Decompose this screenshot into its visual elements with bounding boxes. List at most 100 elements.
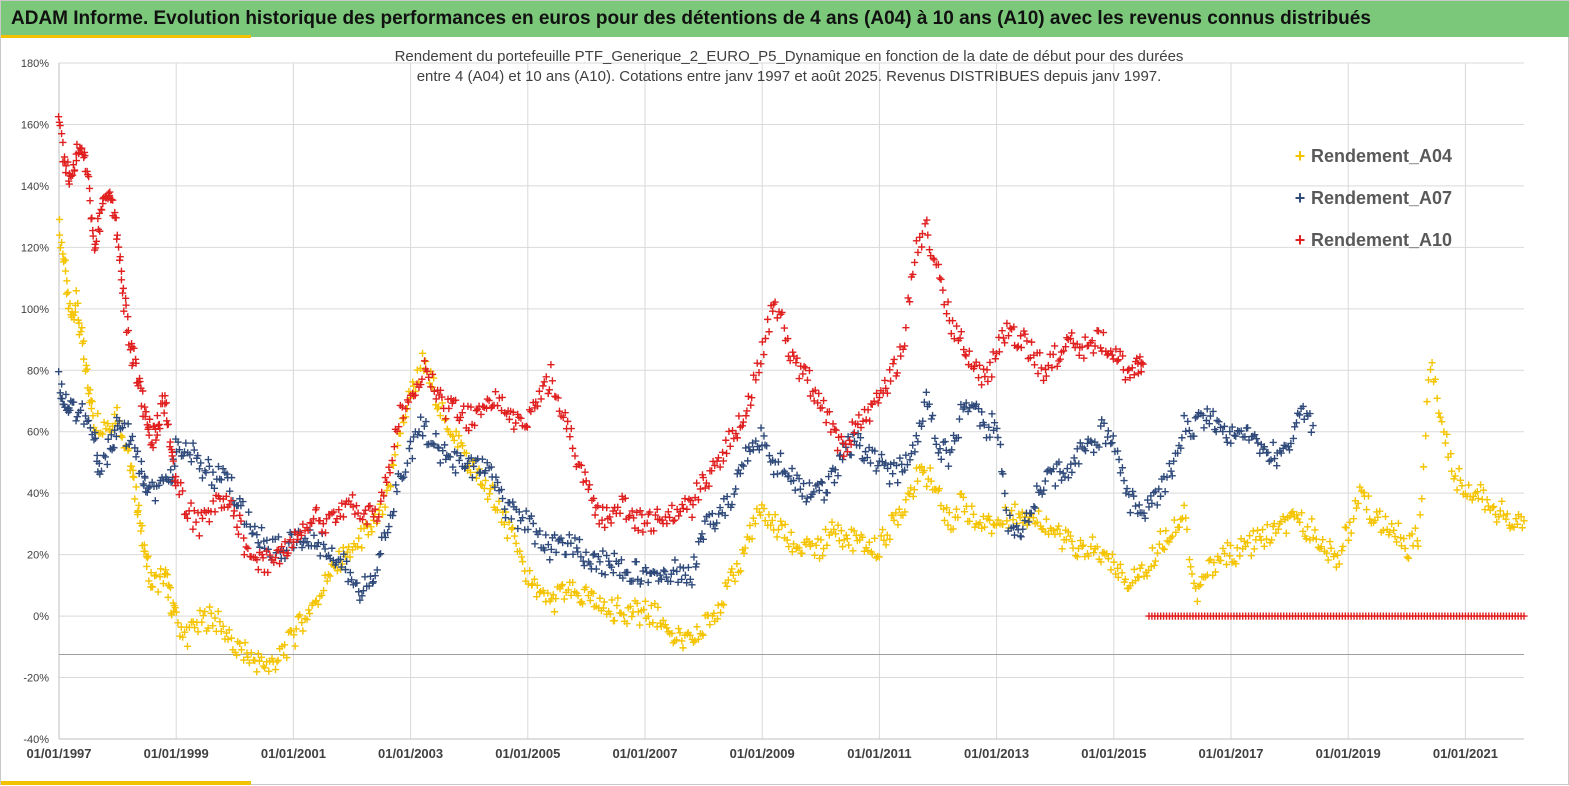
point-rendement_a07	[847, 451, 855, 459]
y-tick-label: 100%	[21, 304, 49, 316]
point-rendement_a07	[820, 496, 828, 504]
point-rendement_a07	[1125, 490, 1133, 499]
legend-label-a07: Rendement_A07	[1311, 187, 1453, 208]
point-rendement_a10	[934, 260, 942, 269]
point-rendement_a07	[999, 470, 1007, 478]
point-rendement_a10	[390, 443, 398, 451]
point-rendement_a04	[1502, 515, 1510, 523]
point-rendement_a07	[55, 368, 63, 376]
point-rendement_a10	[479, 402, 487, 410]
point-rendement_a10	[1034, 369, 1042, 378]
point-rendement_a04	[636, 621, 644, 629]
point-rendement_a07	[882, 459, 890, 467]
point-rendement_a10	[822, 418, 830, 427]
point-rendement_a10	[1036, 349, 1044, 357]
point-rendement_a04	[771, 511, 779, 519]
point-rendement_a07	[838, 455, 847, 464]
point-rendement_a10	[237, 517, 245, 525]
point-rendement_a07	[1150, 489, 1158, 497]
point-rendement_a07	[1051, 482, 1059, 490]
point-rendement_a10	[551, 392, 559, 400]
point-rendement_a10	[921, 220, 929, 228]
point-rendement_a04	[1182, 514, 1190, 522]
point-rendement_a04	[959, 493, 967, 501]
point-rendement_a07	[1046, 466, 1054, 474]
point-rendement_a07	[76, 406, 85, 414]
point-rendement_a07	[1203, 405, 1211, 413]
point-rendement_a04	[83, 365, 91, 373]
point-rendement_a10	[436, 386, 445, 394]
point-rendement_a10	[626, 511, 634, 520]
point-rendement_a04	[994, 516, 1002, 524]
point-rendement_a10	[942, 310, 951, 318]
point-rendement_a10	[696, 485, 705, 493]
point-rendement_a07	[1118, 464, 1127, 472]
point-rendement_a04	[378, 510, 387, 519]
point-rendement_a04	[633, 599, 641, 607]
point-rendement_a04	[1250, 545, 1258, 553]
point-rendement_a04	[1263, 521, 1271, 529]
point-rendement_a07	[557, 534, 565, 542]
point-rendement_a07	[441, 441, 449, 449]
point-rendement_a04	[1422, 432, 1430, 440]
point-rendement_a07	[784, 473, 792, 481]
point-rendement_a10	[259, 554, 267, 562]
point-rendement_a04	[845, 541, 853, 549]
point-rendement_a07	[463, 459, 472, 468]
point-rendement_a10	[240, 551, 248, 559]
point-rendement_a10	[1089, 349, 1098, 357]
point-rendement_a10	[606, 513, 614, 521]
point-rendement_a07	[1107, 440, 1115, 448]
point-rendement_a07	[1178, 434, 1186, 442]
point-rendement_a10	[975, 361, 984, 369]
point-rendement_a07	[582, 548, 590, 556]
point-rendement_a04	[1045, 530, 1053, 538]
point-rendement_a10	[833, 446, 842, 455]
point-rendement_a07	[955, 415, 964, 423]
point-rendement_a10	[758, 338, 766, 346]
point-rendement_a04	[225, 626, 233, 634]
point-rendement_a04	[1116, 560, 1125, 569]
x-tick-label: 01/01/1997	[26, 746, 91, 761]
point-rendement_a07	[497, 485, 506, 494]
point-rendement_a04	[179, 633, 187, 641]
point-rendement_a07	[1116, 469, 1125, 477]
point-rendement_a04	[1324, 556, 1332, 564]
point-rendement_a07	[84, 416, 93, 425]
point-rendement_a10	[1130, 371, 1138, 379]
point-rendement_a10	[56, 121, 64, 130]
point-rendement_a04	[345, 543, 353, 551]
point-rendement_a10	[1116, 347, 1124, 356]
point-rendement_a04	[574, 592, 582, 600]
point-rendement_a10	[1099, 328, 1107, 337]
point-rendement_a04	[1180, 501, 1188, 509]
point-rendement_a07	[112, 432, 120, 441]
point-rendement_a04	[1374, 513, 1382, 521]
point-rendement_a07	[487, 463, 495, 471]
point-rendement_a07	[210, 484, 218, 492]
point-rendement_a07	[765, 452, 773, 460]
point-rendement_a04	[1456, 476, 1465, 484]
point-rendement_a10	[947, 330, 955, 338]
point-rendement_a10	[230, 507, 238, 515]
point-rendement_a10	[152, 436, 160, 444]
point-rendement_a10	[930, 256, 938, 264]
point-rendement_a10	[561, 409, 569, 417]
point-rendement_a10	[141, 413, 149, 421]
point-rendement_a07	[1177, 444, 1185, 452]
point-rendement_a10	[983, 366, 991, 374]
point-rendement_a07	[124, 420, 132, 428]
point-rendement_a04	[1153, 549, 1162, 557]
point-rendement_a07	[861, 448, 870, 456]
point-rendement_a10	[699, 473, 707, 482]
point-rendement_a07	[328, 544, 336, 552]
point-rendement_a07	[137, 467, 146, 476]
point-rendement_a07	[603, 551, 611, 560]
point-rendement_a04	[458, 442, 467, 450]
point-rendement_a04	[828, 518, 836, 526]
point-rendement_a07	[573, 544, 581, 552]
point-rendement_a04	[823, 541, 831, 549]
point-rendement_a10	[445, 404, 453, 413]
point-rendement_a10	[145, 431, 153, 439]
point-rendement_a07	[1295, 411, 1304, 419]
